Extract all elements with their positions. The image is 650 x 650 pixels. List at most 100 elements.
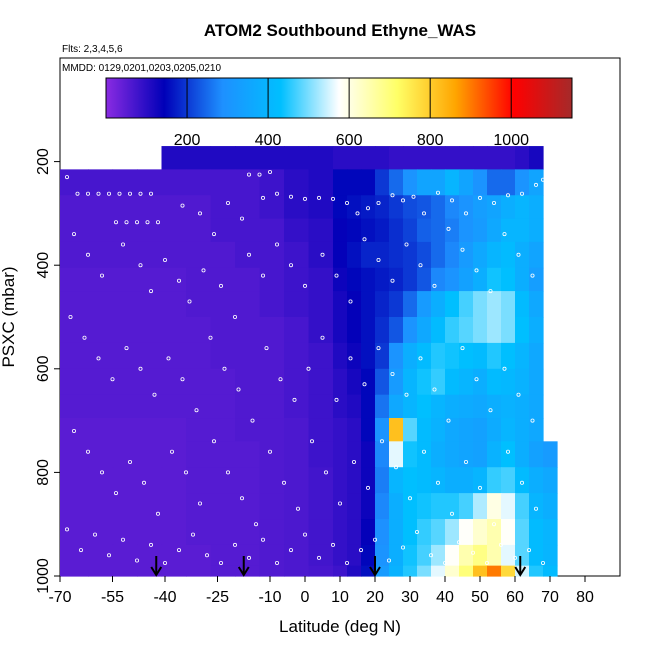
heatmap-cell [210, 146, 236, 170]
sample-point [124, 346, 129, 351]
heatmap-cell [529, 565, 544, 577]
sample-point [267, 169, 272, 174]
heatmap-cell [361, 146, 376, 170]
heatmap-cell [529, 368, 544, 396]
heatmap-cell [186, 218, 212, 243]
heatmap-cell [417, 368, 432, 396]
sample-point [372, 537, 377, 542]
heatmap-cell [161, 146, 187, 170]
heatmap-cell [473, 267, 488, 292]
sample-point [201, 268, 206, 273]
heatmap-cell [487, 467, 502, 494]
heatmap-cell [431, 493, 446, 520]
sample-point [79, 548, 84, 553]
heatmap-cell [417, 241, 432, 269]
heatmap-cell [347, 291, 362, 318]
colorbar-tick-label: 400 [255, 132, 282, 149]
heatmap-cell [186, 544, 212, 567]
sample-point [141, 480, 146, 485]
heatmap-cell [487, 146, 502, 170]
heatmap-cell [137, 267, 163, 292]
heatmap-cell [473, 441, 488, 468]
heatmap-cell [543, 467, 558, 494]
sample-point [484, 561, 489, 566]
heatmap-cell [333, 467, 348, 494]
heatmap-cell [417, 218, 432, 243]
heatmap-cell [333, 195, 348, 220]
heatmap-cell [487, 218, 502, 243]
sample-point [337, 501, 342, 506]
heatmap-cell [403, 317, 418, 344]
sample-point [463, 211, 468, 216]
sample-point [428, 553, 433, 558]
heatmap-cell [515, 169, 530, 196]
y-axis-label: PSXC (mbar) [0, 266, 18, 367]
heatmap-cell [515, 441, 530, 468]
heatmap-cell [161, 565, 187, 577]
heatmap-cell [284, 467, 310, 494]
heatmap-cell [501, 565, 516, 577]
sample-point [134, 220, 139, 225]
sample-point [288, 548, 293, 553]
sample-point [404, 392, 409, 397]
heatmap-cell [235, 342, 261, 370]
heatmap-cell [137, 441, 163, 468]
heatmap-cell [375, 565, 390, 577]
heatmap-cell [361, 241, 376, 269]
heatmap-cell [235, 418, 261, 442]
sample-point [376, 346, 381, 351]
heatmap-cell [487, 418, 502, 442]
sample-point [107, 191, 112, 196]
heatmap-cell [375, 418, 390, 442]
heatmap-cell [259, 146, 285, 170]
heatmap-cell [487, 441, 502, 468]
heatmap-cell [389, 317, 404, 344]
heatmap-cell [112, 519, 138, 546]
heatmap-cell [529, 317, 544, 344]
heatmap-cell [543, 519, 558, 546]
heatmap-cell [186, 368, 212, 396]
heatmap-cell [112, 241, 138, 269]
sample-point [250, 418, 255, 423]
heatmap-cell [88, 394, 114, 419]
sample-point [124, 220, 129, 225]
heatmap-cell [431, 146, 446, 170]
heatmap-cell [403, 291, 418, 318]
heatmap-cell [459, 368, 474, 396]
heatmap-cell [88, 565, 114, 577]
heatmap-cell [235, 317, 261, 344]
heatmap-cell [347, 342, 362, 370]
heatmap-cell [361, 368, 376, 396]
heatmap-cell [235, 146, 261, 170]
heatmap-cell [417, 169, 432, 196]
heatmap-cell [308, 317, 334, 344]
heatmap-cell [137, 544, 163, 567]
x-tick-label: -70 [48, 589, 71, 606]
heatmap-cell [389, 241, 404, 269]
heatmap-cell [389, 519, 404, 546]
y-tick-label: 600 [35, 355, 52, 382]
heatmap-cell [284, 267, 310, 292]
sample-point [260, 537, 265, 542]
dates-note: MMDD: 0129,0201,0203,0205,0210 [62, 63, 221, 74]
heatmap-cell [515, 317, 530, 344]
heatmap-cell [210, 291, 236, 318]
heatmap-cell [459, 291, 474, 318]
sample-point [534, 182, 539, 187]
sample-point [460, 247, 465, 252]
sample-point [281, 480, 286, 485]
heatmap-cell [308, 368, 334, 396]
heatmap-cell [308, 342, 334, 370]
heatmap-cell [445, 418, 460, 442]
heatmap-cell [417, 467, 432, 494]
heatmap-cell [333, 544, 348, 567]
sample-point [134, 558, 139, 563]
sample-point [121, 242, 126, 247]
heatmap-cell [473, 291, 488, 318]
heatmap-cell [161, 169, 187, 196]
heatmap-cell [445, 241, 460, 269]
heatmap-cell [389, 169, 404, 196]
heatmap-cell [473, 519, 488, 546]
heatmap-cell [529, 146, 544, 170]
arrow-marker [369, 556, 381, 577]
